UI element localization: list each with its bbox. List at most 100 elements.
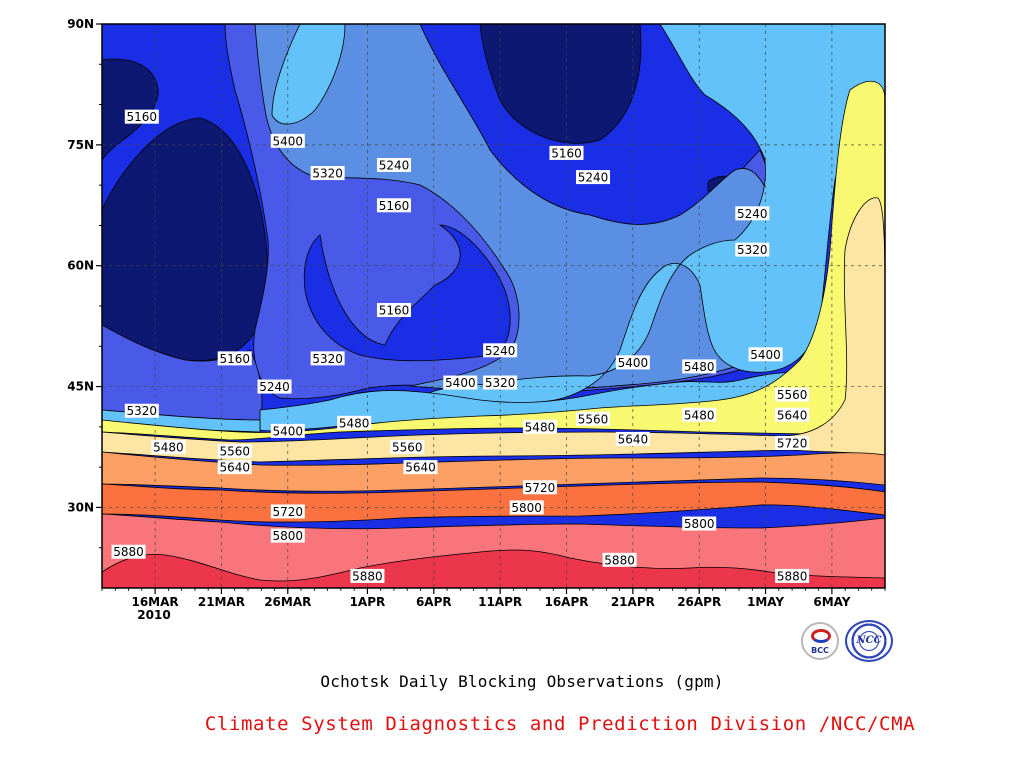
contour-label: 5160 [376, 198, 411, 213]
contour-label: 5160 [549, 145, 584, 160]
contour-label-box [509, 500, 544, 515]
contour-label-box [682, 359, 717, 374]
contour-label-box [310, 351, 345, 366]
contour-label-text: 5560 [392, 441, 423, 455]
contour-label: 5160 [217, 351, 252, 366]
contour-label: 5880 [602, 552, 637, 567]
y-tick-label: 60N [67, 259, 94, 273]
x-tick-label: 16APR [544, 595, 588, 609]
x-tick-label: 6APR [416, 595, 452, 609]
contour-label: 5560 [217, 444, 252, 459]
contour-band [102, 58, 159, 161]
contour-label-text: 5240 [485, 344, 516, 358]
contour-labels: 5160 5400 5320 5240 5160 5160 5160 5240 5240 5320… [111, 109, 810, 583]
contour-label-box [615, 431, 650, 446]
contour-label-text: 5480 [684, 408, 715, 422]
contour-label-text: 5480 [339, 416, 370, 430]
contour-label-text: 5800 [511, 501, 542, 515]
contour-label-text: 5240 [737, 207, 768, 221]
x-axis: 16MAR 21MAR 26MAR 1APR 6APR 11APR 16APR 21APR 26… [101, 588, 886, 609]
contour-label: 5800 [509, 500, 544, 515]
x-tick-label: 16MAR [131, 595, 178, 609]
contour-band [479, 24, 642, 144]
contour-label: 5240 [576, 170, 611, 185]
contour-label-box [615, 355, 650, 370]
contour-label-text: 5640 [618, 432, 649, 446]
contour-label: 5160 [376, 303, 411, 318]
y-axis: 90N 75N 60N 45N 30N [67, 17, 102, 549]
contour-label-box [257, 379, 292, 394]
contour-label-box [376, 158, 411, 172]
contour-label: 5480 [682, 407, 717, 422]
chart-title: Ochotsk Daily Blocking Observations (gpm… [320, 672, 724, 691]
contour-label: 5640 [775, 407, 810, 422]
ncc-logo-text: NCC [856, 635, 882, 646]
contour-label: 5640 [217, 460, 252, 475]
x-tick-label: 26APR [677, 595, 721, 609]
contour-label-text: 5480 [153, 441, 184, 455]
contour-label-box [775, 435, 810, 450]
contour-label-text: 5160 [379, 304, 410, 318]
contour-label-box [522, 419, 557, 434]
contour-label-box [549, 145, 584, 160]
bcc-logo: BCC [801, 622, 839, 660]
contour-label: 5320 [483, 375, 518, 390]
x-tick-label: 21MAR [198, 595, 245, 609]
contour-label-text: 5640 [777, 408, 808, 422]
contour-label-box [337, 415, 372, 430]
contour-label: 5480 [337, 415, 372, 430]
grid-lines [102, 23, 885, 588]
contour-band [271, 24, 346, 125]
contour-label-text: 5320 [485, 376, 516, 390]
contour-label: 5880 [350, 568, 385, 583]
contour-label-box [735, 206, 770, 221]
contour-label-box [775, 407, 810, 422]
contour-label-box [217, 444, 252, 459]
contour-label-text: 5320 [312, 352, 343, 366]
contour-label-box [376, 198, 411, 213]
contour-label-text: 5880 [352, 569, 383, 583]
contour-label-box [576, 411, 611, 426]
contour-label: 5160 [124, 109, 159, 124]
contour-bands [102, 24, 885, 588]
contour-label-box [270, 528, 305, 543]
contour-label-box [270, 133, 305, 148]
contour-label-text: 5240 [259, 380, 290, 394]
contour-label: 5640 [403, 460, 438, 475]
contour-label-text: 5880 [604, 553, 635, 567]
contour-label-box [151, 440, 186, 454]
contour-label-box [270, 504, 305, 519]
contour-label: 5320 [124, 403, 159, 418]
contour-label-box [376, 303, 411, 318]
contour-label-text: 5640 [405, 461, 436, 475]
contour-label-box [483, 343, 518, 358]
contour-label: 5320 [735, 242, 770, 257]
bcc-swirl-icon [811, 629, 831, 643]
contour-label: 5240 [376, 158, 411, 173]
contour-label: 5720 [522, 480, 557, 495]
contour-label-box [735, 242, 770, 257]
contour-label: 5240 [735, 206, 770, 221]
contour-label-text: 5320 [312, 167, 343, 181]
y-tick-label: 45N [67, 380, 94, 394]
contour-label-text: 5400 [445, 376, 476, 390]
contour-label: 5400 [270, 133, 305, 148]
contour-band [102, 451, 885, 492]
contour-label-text: 5160 [127, 110, 158, 124]
contour-label-text: 5800 [684, 517, 715, 531]
contour-label-box [682, 407, 717, 422]
contour-label-text: 5880 [113, 545, 144, 559]
contour-label-box [748, 347, 783, 362]
x-tick-label: 1APR [350, 595, 386, 609]
contour-label: 5400 [270, 423, 305, 438]
contour-label-text: 5400 [618, 356, 649, 370]
contour-label: 5640 [615, 431, 650, 446]
contour-label: 5720 [270, 504, 305, 519]
contour-label-text: 5720 [777, 436, 808, 450]
contour-label: 5320 [310, 351, 345, 366]
contour-label-text: 5160 [379, 199, 410, 213]
contour-label-box [775, 568, 810, 583]
y-tick-label: 30N [67, 500, 94, 514]
contour-label-box [350, 568, 385, 583]
x-tick-label: 21APR [611, 595, 655, 609]
